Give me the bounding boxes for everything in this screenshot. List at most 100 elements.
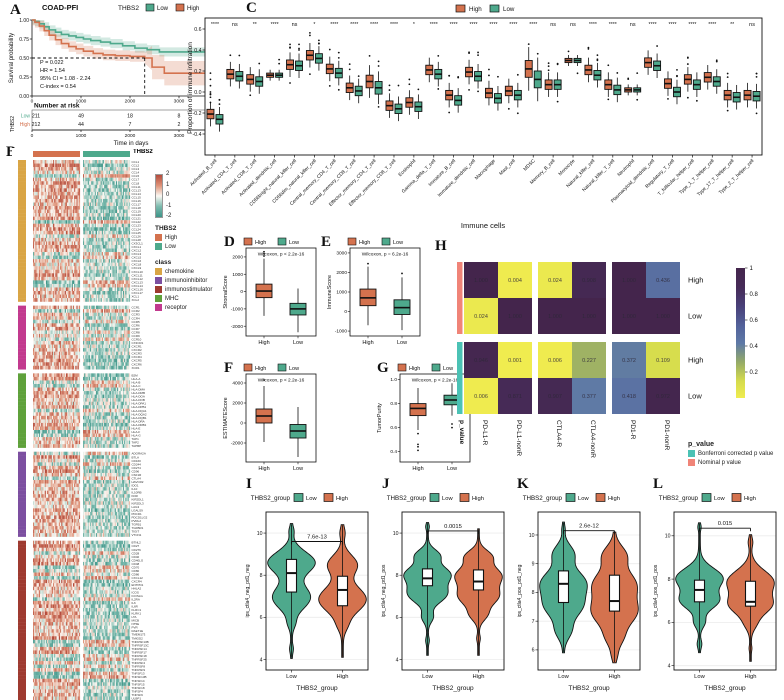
outlier-dot [377,60,380,63]
outlier-dot [676,68,678,71]
estimate-score-boxplot: High Low Wilcoxon, p < 2.2e-16 4000 2000 0 -20… [223,363,317,472]
outlier-dot [209,96,212,99]
outlier-dot [289,43,291,46]
outlier-dot [448,75,451,77]
pvalue-text: 0.946 [474,358,488,364]
pvalue-text: 0.907 [548,394,562,400]
thbs2-legend-title: THBS2 [155,225,177,232]
legend-item: Low [155,242,177,251]
risk-row-name: High [20,122,31,128]
legend-label: Nominal p value [698,459,742,466]
pvalue-cell [498,262,532,298]
outlier-dot [377,65,380,67]
y-axis-label: ips_ctla4_pos_pd1_neg [517,564,523,617]
outlier-dot [401,272,403,275]
outlier-dot [249,94,252,97]
km-stat: 95% CI = 1.08 - 2.24 [40,76,91,82]
outlier-dot [477,90,479,93]
outlier-dot [497,75,499,78]
legend-swatch-low [489,4,500,13]
pvalue-text: 0.227 [582,358,596,364]
km-stat: P = 0.022 [40,60,64,66]
outlier-dot [488,74,490,77]
legend-label: receptor [165,304,188,311]
legend-item: receptor [155,303,212,312]
outlier-dot [547,65,550,68]
colorbar-tick: 1 [750,266,754,272]
panel-label-i: I [246,476,252,492]
pvalue-cell [646,262,680,298]
outlier-dot [263,379,265,381]
outlier-dot [417,445,419,448]
pvalue-cell [646,378,680,414]
outlier-dot [477,54,479,57]
legend-swatch-low [565,493,576,502]
y-tick: 6 [260,615,263,621]
pvalue-text: 0.109 [656,358,670,364]
outlier-dot [715,60,718,63]
pvalue-text: 0.972 [656,394,670,400]
legend-swatch [155,243,162,250]
y-tick: 4 [396,657,399,663]
risk-value: 2 [178,122,181,128]
outlier-dot [547,69,550,72]
sig-mark: **** [708,22,716,28]
km-legend-title: THBS2 [118,5,139,12]
outlier-dot [298,49,300,51]
violin-box [744,580,757,607]
sig-mark: ns [749,22,755,28]
outlier-dot [263,250,265,253]
sig-mark: **** [688,22,696,28]
sig-mark: ns [292,22,298,28]
risk-x-tick: 0 [31,133,34,139]
x-tick-label: Macrophage [474,158,497,181]
pvalue-text: 0.871 [508,394,522,400]
pvalue-text: 0.436 [656,278,670,284]
y-tick: -1000 [335,329,348,335]
violin-legend-title: THBS2_group [659,495,699,502]
legend-swatch-high [595,493,606,502]
y-tick: 2000 [336,270,347,276]
km-curve-high [32,19,219,74]
legend-swatch-high [731,493,742,502]
pvalue-text: 0.377 [582,394,596,400]
outlier-dot [408,78,411,81]
y-tick: 10 [529,533,535,539]
y-tick: 6 [668,620,671,626]
sig-mark: ns [570,22,576,28]
outlier-dot [309,34,311,37]
pvalue-text: 1.000 [622,314,636,320]
risk-x-tick: 1000 [76,133,87,139]
panel-label-h: H [435,238,447,254]
box [409,403,427,417]
outlier-dot [238,54,241,57]
outlier-dot [488,68,490,71]
y-tick: 0.00 [19,94,29,100]
x-tick: High [362,340,373,346]
violin-ctla4neg-pd1pos: THBS2_group Low High 4 6 8 10 ips_ctla4_neg_pd1… [381,493,505,692]
sig-mark: **** [450,22,458,28]
pvalue-text: 1.000 [508,314,522,320]
wilcoxon-subtitle: Wilcoxon, p < 2.2e-16 [258,378,305,384]
col-label: CTLA4-nonR [589,420,596,458]
sig-mark: **** [430,22,438,28]
sig-mark: ** [730,22,734,28]
y-axis-label: StromalScore [223,275,229,308]
outlier-dot [289,47,291,49]
violin-legend-title: THBS2_group [387,495,427,502]
outlier-dot [337,88,340,91]
legend-low: Low [503,6,515,13]
y-tick: 0.4 [194,48,201,54]
sig-mark: **** [649,22,657,28]
sig-mark: ns [550,22,556,28]
y-tick: 1000 [232,272,243,278]
pvalue-cell [538,298,572,334]
pvalue-cell [612,298,646,334]
pvalue-text: 1.000 [656,314,670,320]
outlier-dot [726,72,729,75]
y-tick: 6 [396,615,399,621]
x-tick-label: Monocyte [557,158,576,177]
x-tick-label: Gamma_delta_T_cell [401,158,437,194]
sig-mark: ns [232,22,238,28]
